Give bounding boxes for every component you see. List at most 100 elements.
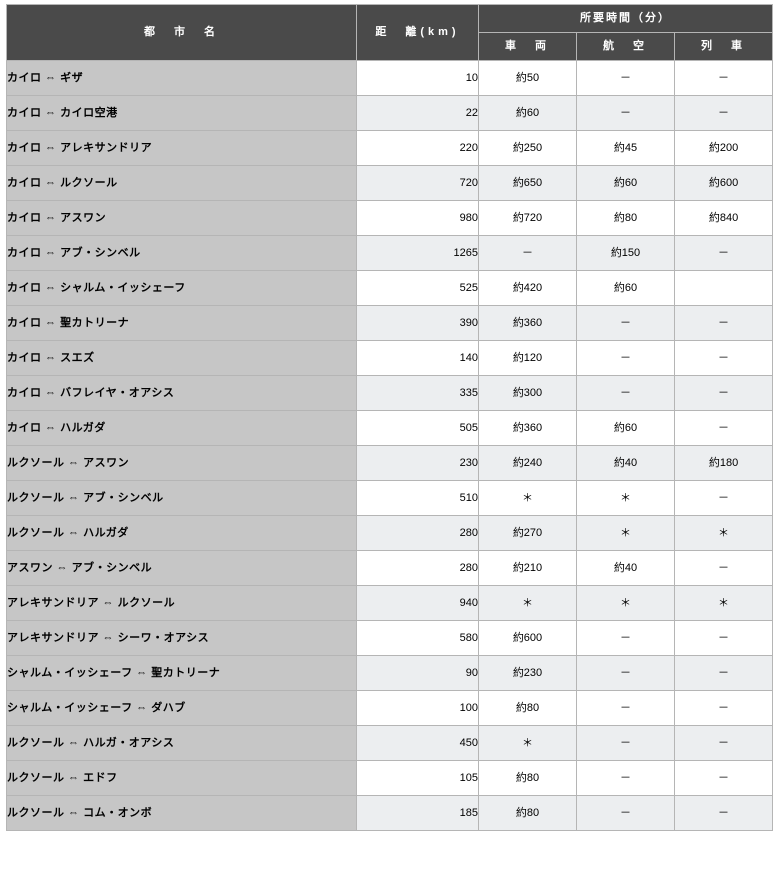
cell-distance: 1265 bbox=[357, 236, 479, 271]
cell-train: 約180 bbox=[675, 446, 773, 481]
cell-route: カイロ ⇔ ハルガダ bbox=[7, 411, 357, 446]
cell-air: － bbox=[577, 691, 675, 726]
cell-distance: 525 bbox=[357, 271, 479, 306]
cell-car: 約300 bbox=[479, 376, 577, 411]
cell-distance: 230 bbox=[357, 446, 479, 481]
cell-car: 約230 bbox=[479, 656, 577, 691]
cell-train: － bbox=[675, 96, 773, 131]
cell-air: － bbox=[577, 96, 675, 131]
table-row: ルクソール ⇔ コム・オンボ185約80－－ bbox=[7, 796, 773, 831]
distance-table: 都 市 名 距 離(km) 所要時間（分） 車 両 航 空 列 車 カイロ ⇔ … bbox=[6, 4, 773, 831]
cell-car: 約80 bbox=[479, 796, 577, 831]
cell-distance: 140 bbox=[357, 341, 479, 376]
cell-air: 約60 bbox=[577, 166, 675, 201]
cell-air: － bbox=[577, 656, 675, 691]
table-row: カイロ ⇔ アレキサンドリア220約250約45約200 bbox=[7, 131, 773, 166]
table-row: カイロ ⇔ スエズ140約120－－ bbox=[7, 341, 773, 376]
table-row: カイロ ⇔ ギザ10約50－－ bbox=[7, 61, 773, 96]
cell-train: ＊ bbox=[675, 586, 773, 621]
table-row: カイロ ⇔ ハルガダ505約360約60－ bbox=[7, 411, 773, 446]
table-row: カイロ ⇔ アスワン980約720約80約840 bbox=[7, 201, 773, 236]
cell-route: ルクソール ⇔ アスワン bbox=[7, 446, 357, 481]
cell-route: カイロ ⇔ バフレイヤ・オアシス bbox=[7, 376, 357, 411]
cell-train: 約600 bbox=[675, 166, 773, 201]
cell-distance: 580 bbox=[357, 621, 479, 656]
header-train: 列 車 bbox=[675, 33, 773, 61]
cell-distance: 390 bbox=[357, 306, 479, 341]
cell-distance: 335 bbox=[357, 376, 479, 411]
cell-air: ＊ bbox=[577, 481, 675, 516]
cell-train: － bbox=[675, 481, 773, 516]
table-row: カイロ ⇔ ルクソール720約650約60約600 bbox=[7, 166, 773, 201]
cell-car: 約270 bbox=[479, 516, 577, 551]
table-row: ルクソール ⇔ アスワン230約240約40約180 bbox=[7, 446, 773, 481]
cell-air: － bbox=[577, 306, 675, 341]
cell-distance: 10 bbox=[357, 61, 479, 96]
cell-route: アレキサンドリア ⇔ シーワ・オアシス bbox=[7, 621, 357, 656]
cell-distance: 220 bbox=[357, 131, 479, 166]
cell-train: 約200 bbox=[675, 131, 773, 166]
cell-route: カイロ ⇔ ギザ bbox=[7, 61, 357, 96]
cell-air: ＊ bbox=[577, 586, 675, 621]
table-row: カイロ ⇔ バフレイヤ・オアシス335約300－－ bbox=[7, 376, 773, 411]
cell-air: 約150 bbox=[577, 236, 675, 271]
cell-route: ルクソール ⇔ ハルガ・オアシス bbox=[7, 726, 357, 761]
table-row: アレキサンドリア ⇔ シーワ・オアシス580約600－－ bbox=[7, 621, 773, 656]
table-row: ルクソール ⇔ ハルガ・オアシス450＊－－ bbox=[7, 726, 773, 761]
cell-car: 約120 bbox=[479, 341, 577, 376]
cell-route: カイロ ⇔ シャルム・イッシェーフ bbox=[7, 271, 357, 306]
table-row: ルクソール ⇔ ハルガダ280約270＊＊ bbox=[7, 516, 773, 551]
cell-train: － bbox=[675, 306, 773, 341]
cell-air: － bbox=[577, 761, 675, 796]
cell-car: － bbox=[479, 236, 577, 271]
header-distance: 距 離(km) bbox=[357, 5, 479, 61]
cell-distance: 280 bbox=[357, 516, 479, 551]
cell-distance: 980 bbox=[357, 201, 479, 236]
cell-distance: 940 bbox=[357, 586, 479, 621]
cell-air: 約45 bbox=[577, 131, 675, 166]
cell-route: カイロ ⇔ スエズ bbox=[7, 341, 357, 376]
cell-car: 約420 bbox=[479, 271, 577, 306]
header-route: 都 市 名 bbox=[7, 5, 357, 61]
header-car: 車 両 bbox=[479, 33, 577, 61]
cell-air: 約60 bbox=[577, 271, 675, 306]
cell-air: － bbox=[577, 796, 675, 831]
cell-route: ルクソール ⇔ アブ・シンベル bbox=[7, 481, 357, 516]
table-row: カイロ ⇔ 聖カトリーナ390約360－－ bbox=[7, 306, 773, 341]
cell-route: アレキサンドリア ⇔ ルクソール bbox=[7, 586, 357, 621]
table-header: 都 市 名 距 離(km) 所要時間（分） 車 両 航 空 列 車 bbox=[7, 5, 773, 61]
table-row: シャルム・イッシェーフ ⇔ ダハブ100約80－－ bbox=[7, 691, 773, 726]
cell-route: カイロ ⇔ 聖カトリーナ bbox=[7, 306, 357, 341]
cell-distance: 505 bbox=[357, 411, 479, 446]
cell-train: － bbox=[675, 61, 773, 96]
cell-air: － bbox=[577, 61, 675, 96]
cell-distance: 510 bbox=[357, 481, 479, 516]
cell-car: ＊ bbox=[479, 726, 577, 761]
table-row: ルクソール ⇔ アブ・シンベル510＊＊－ bbox=[7, 481, 773, 516]
cell-car: 約360 bbox=[479, 306, 577, 341]
cell-air: 約40 bbox=[577, 551, 675, 586]
cell-train: ＊ bbox=[675, 516, 773, 551]
cell-route: シャルム・イッシェーフ ⇔ ダハブ bbox=[7, 691, 357, 726]
cell-car: 約600 bbox=[479, 621, 577, 656]
cell-air: 約60 bbox=[577, 411, 675, 446]
cell-distance: 105 bbox=[357, 761, 479, 796]
cell-route: シャルム・イッシェーフ ⇔ 聖カトリーナ bbox=[7, 656, 357, 691]
cell-train: － bbox=[675, 236, 773, 271]
table-body: カイロ ⇔ ギザ10約50－－カイロ ⇔ カイロ空港22約60－－カイロ ⇔ ア… bbox=[7, 61, 773, 831]
cell-car: 約250 bbox=[479, 131, 577, 166]
cell-train bbox=[675, 271, 773, 306]
cell-train: － bbox=[675, 761, 773, 796]
cell-car: 約650 bbox=[479, 166, 577, 201]
cell-distance: 450 bbox=[357, 726, 479, 761]
cell-car: 約50 bbox=[479, 61, 577, 96]
cell-air: － bbox=[577, 621, 675, 656]
cell-distance: 185 bbox=[357, 796, 479, 831]
cell-route: カイロ ⇔ アスワン bbox=[7, 201, 357, 236]
cell-car: ＊ bbox=[479, 481, 577, 516]
cell-car: 約360 bbox=[479, 411, 577, 446]
cell-distance: 90 bbox=[357, 656, 479, 691]
cell-train: 約840 bbox=[675, 201, 773, 236]
cell-route: カイロ ⇔ アブ・シンベル bbox=[7, 236, 357, 271]
cell-train: － bbox=[675, 656, 773, 691]
